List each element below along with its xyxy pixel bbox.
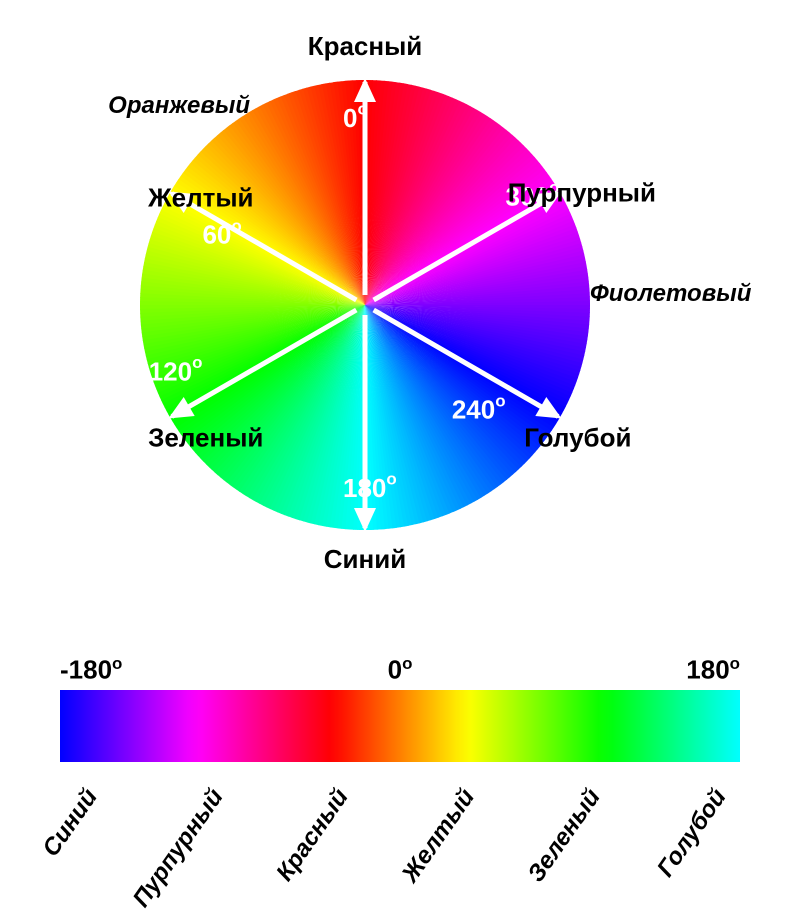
wheel-label-violet: Фиолетовый [590, 280, 751, 308]
hue-bar-tick-2: 180o [686, 654, 740, 686]
hue-bar [60, 690, 740, 762]
wheel-label-cyan: Синий [324, 544, 406, 575]
hue-bar-tick-1: 0o [388, 654, 413, 686]
svg-layer: 0o60o120o180o240o300o [0, 0, 800, 920]
wheel-label-blue: Голубой [524, 422, 631, 453]
wheel-label-red: Красный [308, 31, 423, 62]
wheel-label-orange: Оранжевый [108, 92, 250, 120]
wheel-label-magenta: Пурпурный [508, 177, 656, 208]
hue-bar-tick-0: -180o [60, 654, 122, 686]
